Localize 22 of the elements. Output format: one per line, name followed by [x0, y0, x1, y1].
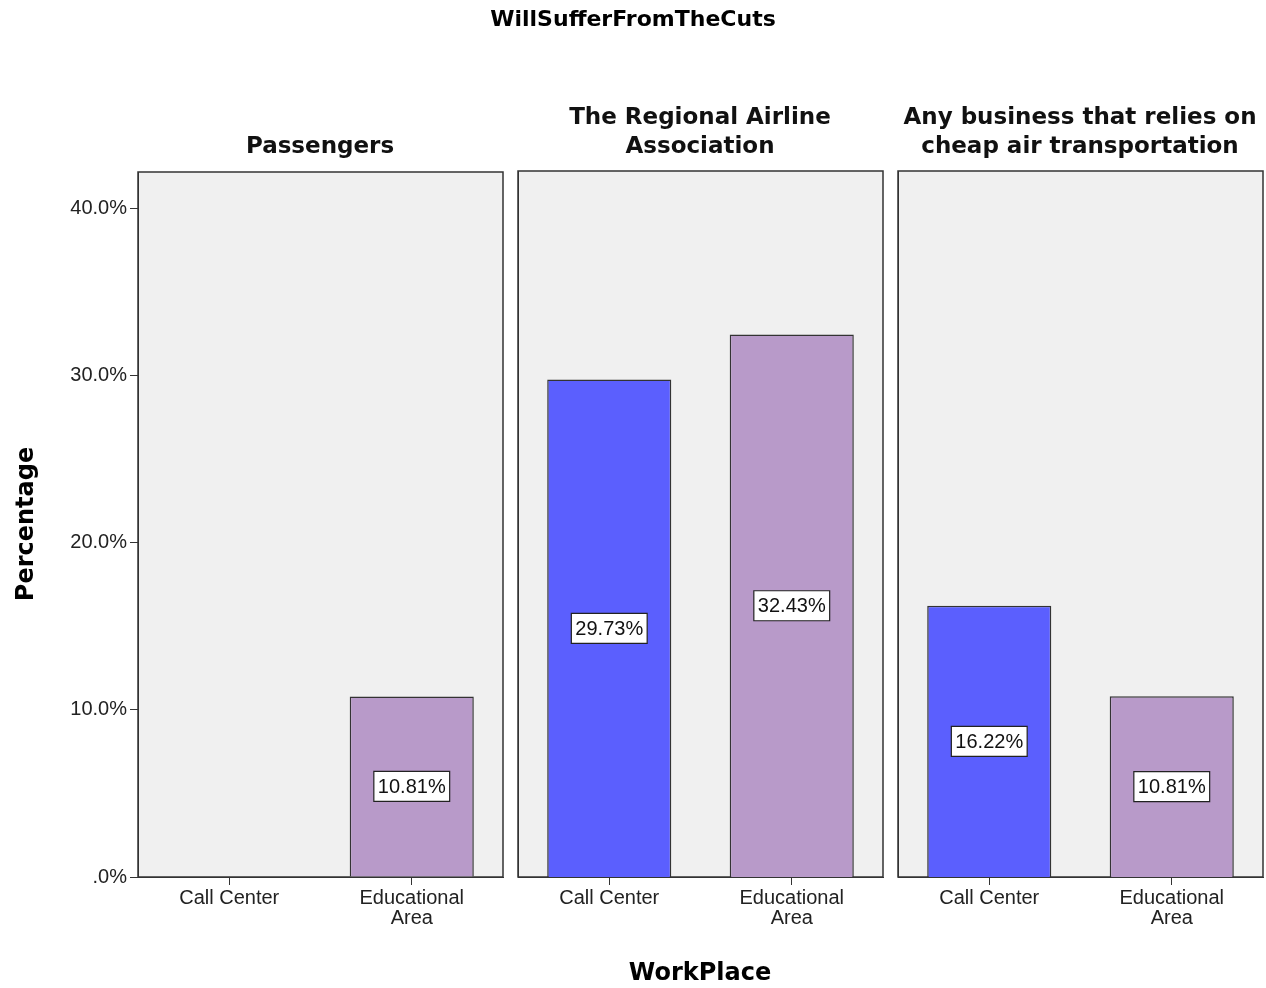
text: WillSufferFromTheCuts [489, 6, 777, 31]
x-tick-label: Educational Area [1119, 885, 1225, 928]
x-axis-title: WorkPlace [627, 958, 773, 986]
data-label: 29.73% [575, 616, 644, 639]
data-label: 32.43% [757, 594, 826, 617]
x-tick-label: Educational Area [739, 885, 845, 928]
chart-title: Any business that relies on cheap air transportation [902, 102, 1258, 160]
y-tick-label: 10.0% [70, 697, 128, 720]
y-tick-label: .0% [92, 864, 128, 887]
y-axis-title: Percentage [11, 446, 39, 602]
y-tick-label: 40.0% [70, 196, 128, 219]
data-label: 16.22% [955, 729, 1024, 752]
data-label: 10.81% [377, 774, 446, 797]
x-tick-label: Call Center [939, 885, 1040, 908]
x-tick-label: Call Center [179, 885, 280, 908]
data-label: 10.81% [1137, 775, 1206, 798]
x-tick-label: Educational Area [359, 885, 465, 928]
x-tick-label: Call Center [559, 885, 660, 908]
y-tick-label: 30.0% [70, 363, 128, 386]
y-tick-label: 20.0% [70, 530, 128, 553]
chart-title: The Regional Airline Association [568, 102, 832, 160]
chart-title: Passengers [244, 131, 396, 160]
